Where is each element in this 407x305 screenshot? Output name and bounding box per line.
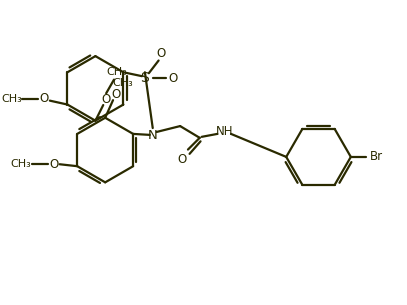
Text: O: O — [156, 47, 165, 60]
Text: NH: NH — [215, 125, 233, 138]
Text: N: N — [148, 129, 158, 142]
Text: CH₃: CH₃ — [10, 159, 31, 169]
Text: CH₃: CH₃ — [107, 67, 127, 77]
Text: O: O — [102, 93, 111, 106]
Text: CH₃: CH₃ — [1, 94, 22, 104]
Text: O: O — [39, 92, 48, 105]
Text: O: O — [177, 153, 187, 166]
Text: S: S — [140, 71, 149, 85]
Text: CH₃: CH₃ — [112, 77, 133, 88]
Text: O: O — [49, 158, 58, 171]
Text: O: O — [168, 72, 178, 84]
Text: O: O — [112, 88, 120, 101]
Text: Br: Br — [370, 150, 383, 163]
